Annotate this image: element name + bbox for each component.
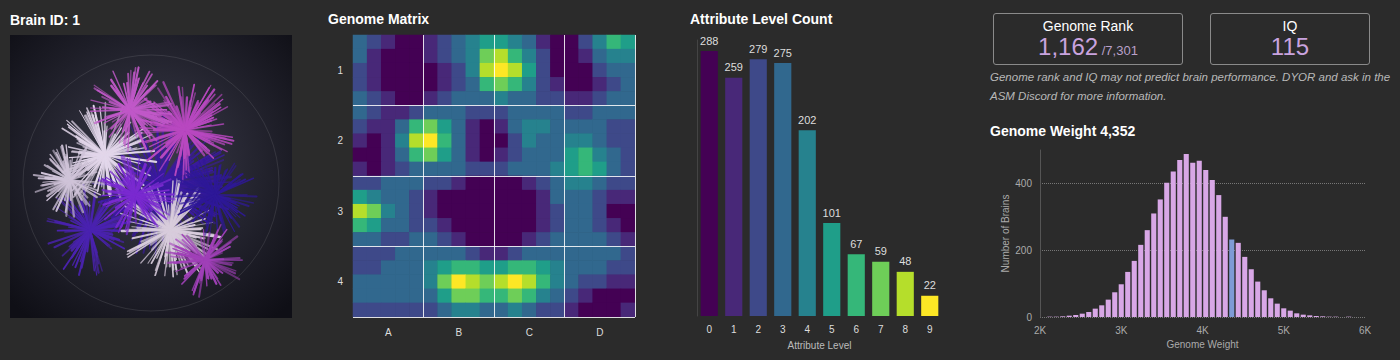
svg-text:C: C <box>526 327 533 338</box>
svg-text:0: 0 <box>1026 312 1032 323</box>
svg-text:A: A <box>385 327 392 338</box>
svg-text:8: 8 <box>902 324 908 335</box>
svg-text:400: 400 <box>1015 178 1032 189</box>
svg-text:Genome Weight: Genome Weight <box>1166 339 1238 350</box>
svg-text:5: 5 <box>829 324 835 335</box>
svg-text:3: 3 <box>337 206 343 217</box>
svg-text:5K: 5K <box>1278 325 1291 336</box>
svg-text:6K: 6K <box>1359 325 1372 336</box>
svg-text:Number of Brains: Number of Brains <box>1000 195 1011 273</box>
svg-text:6: 6 <box>853 324 859 335</box>
svg-text:59: 59 <box>875 245 887 257</box>
svg-text:101: 101 <box>823 207 841 219</box>
svg-text:22: 22 <box>924 279 936 291</box>
svg-text:259: 259 <box>725 61 743 73</box>
svg-text:200: 200 <box>1015 245 1032 256</box>
svg-text:3K: 3K <box>1115 325 1128 336</box>
svg-text:4: 4 <box>337 276 343 287</box>
svg-text:2: 2 <box>755 324 761 335</box>
svg-text:4K: 4K <box>1196 325 1209 336</box>
svg-text:2K: 2K <box>1034 325 1047 336</box>
html-text:IQ: IQ <box>1282 18 1298 34</box>
svg-text:D: D <box>596 327 603 338</box>
html-text:115: 115 <box>1270 33 1310 60</box>
svg-text:1: 1 <box>731 324 737 335</box>
html-text:1,162/7,301: 1,162/7,301 <box>1038 33 1138 60</box>
svg-text:288: 288 <box>700 35 718 47</box>
svg-text:67: 67 <box>850 238 862 250</box>
html-text:Genome rank and IQ may not pre: Genome rank and IQ may not predict brain… <box>990 71 1391 102</box>
svg-text:B: B <box>455 327 462 338</box>
html-text:Genome Rank: Genome Rank <box>1042 18 1134 34</box>
svg-text:279: 279 <box>749 43 767 55</box>
svg-text:Attribute Level Count: Attribute Level Count <box>690 11 833 27</box>
svg-text:202: 202 <box>798 114 816 126</box>
svg-text:Genome Weight 4,352: Genome Weight 4,352 <box>990 123 1135 139</box>
svg-text:48: 48 <box>899 255 911 267</box>
svg-text:4: 4 <box>804 324 810 335</box>
svg-text:0: 0 <box>706 324 712 335</box>
svg-text:7: 7 <box>878 324 884 335</box>
html-text:Brain ID: 1: Brain ID: 1 <box>10 12 80 28</box>
svg-text:Genome Matrix: Genome Matrix <box>328 11 429 27</box>
svg-text:2: 2 <box>337 135 343 146</box>
svg-text:Attribute Level: Attribute Level <box>788 340 852 351</box>
svg-text:1: 1 <box>337 65 343 76</box>
svg-text:3: 3 <box>780 324 786 335</box>
svg-text:275: 275 <box>774 47 792 59</box>
svg-text:9: 9 <box>927 324 933 335</box>
